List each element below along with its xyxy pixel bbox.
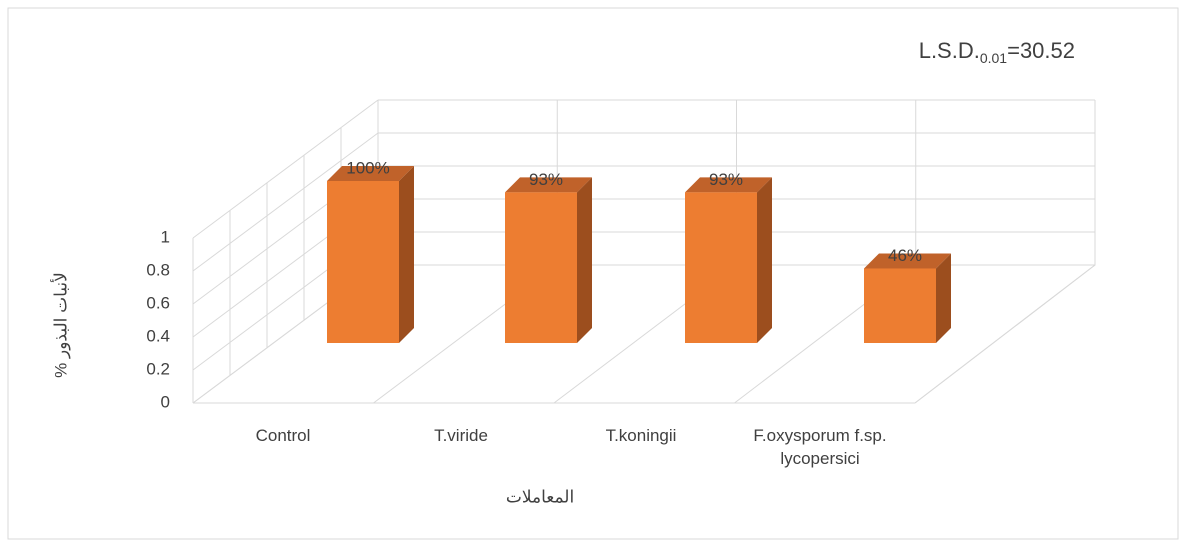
y-tick-label: 0 bbox=[161, 392, 170, 411]
data-label: 46% bbox=[888, 246, 922, 265]
y-axis-label: % لأنبات البذور bbox=[50, 272, 70, 378]
grid-line bbox=[192, 99, 379, 239]
bar bbox=[685, 192, 757, 343]
chart-border bbox=[7, 7, 1179, 540]
floor-divider bbox=[914, 264, 1096, 404]
bar-side bbox=[399, 166, 414, 343]
bar-top bbox=[685, 177, 772, 193]
annotation: L.S.D.0.01=30.52 bbox=[919, 38, 1075, 66]
y-tick-label: 0.2 bbox=[146, 359, 170, 378]
y-tick-label: 1 bbox=[161, 227, 170, 246]
y-tick-label: 0.8 bbox=[146, 260, 170, 279]
bar bbox=[864, 268, 936, 343]
x-tick-label: T.viride bbox=[434, 426, 488, 445]
bar bbox=[505, 192, 577, 343]
grid-line bbox=[192, 132, 379, 272]
bar-top bbox=[864, 253, 951, 269]
x-tick-label: F.oxysporum f.sp. lycopersici bbox=[753, 426, 887, 468]
data-label: 93% bbox=[529, 170, 563, 189]
bar-top bbox=[505, 177, 592, 193]
y-tick-label: 0.4 bbox=[146, 326, 170, 345]
y-tick-label: 0.6 bbox=[146, 293, 170, 312]
x-axis-label: المعاملات bbox=[506, 487, 574, 506]
x-tick-label: T.koningii bbox=[605, 426, 677, 445]
bar-side bbox=[577, 177, 592, 343]
bar-side bbox=[936, 253, 951, 343]
x-tick-label: Control bbox=[255, 426, 311, 445]
bar-side bbox=[757, 177, 772, 343]
bar bbox=[327, 181, 399, 343]
bar-top bbox=[327, 166, 414, 181]
data-label: 100% bbox=[346, 158, 389, 177]
data-label: 93% bbox=[709, 170, 743, 189]
